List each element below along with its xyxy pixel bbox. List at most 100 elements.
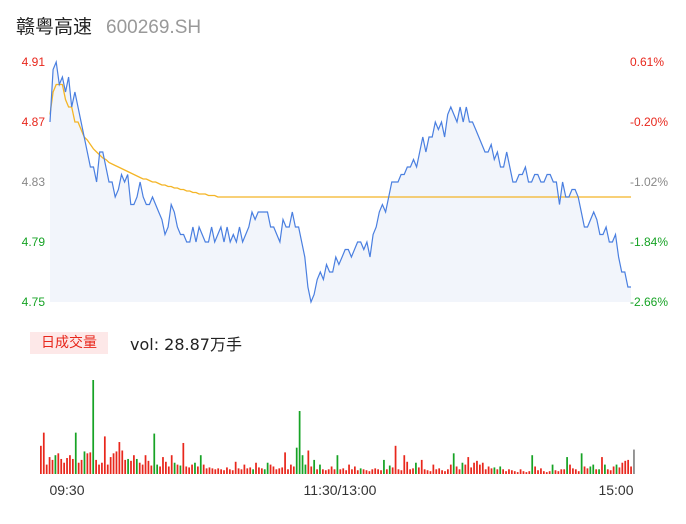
volume-bar [633, 449, 635, 474]
volume-bar [54, 455, 57, 474]
percent-tick-label: -0.20% [630, 115, 668, 129]
volume-bar [115, 451, 118, 474]
volume-bar [510, 470, 513, 474]
time-axis-labels: 09:30 11:30/13:00 15:00 [49, 482, 633, 498]
volume-bar [522, 471, 525, 474]
volume-bar [586, 468, 589, 474]
volume-bar [138, 462, 141, 474]
volume-bar [231, 470, 234, 474]
volume-bar [545, 472, 548, 474]
percent-tick-label: -1.02% [630, 175, 668, 189]
volume-bar [147, 460, 150, 474]
volume-bar [420, 459, 423, 474]
stock-header: 赣粤高速 600269.SH [16, 12, 201, 40]
volume-bar [51, 459, 54, 474]
volume-bar [388, 465, 391, 474]
volume-bar [80, 459, 83, 474]
stock-code: 600269.SH [106, 17, 202, 38]
volume-bar [353, 466, 356, 474]
volume-bar [441, 470, 443, 474]
volume-bar [228, 469, 231, 474]
volume-bar [130, 460, 132, 474]
volume-bar [74, 432, 77, 474]
volume-bar [223, 470, 225, 474]
volume-bar [339, 469, 342, 474]
volume-bar [368, 471, 371, 474]
volume-bar [630, 466, 632, 474]
price-axis-labels: 4.91 4.87 4.83 4.79 4.75 [22, 55, 46, 309]
volume-bar [435, 469, 438, 474]
volume-bar [191, 464, 193, 474]
price-series [49, 59, 631, 305]
volume-bar [255, 462, 257, 474]
volume-bar [124, 459, 127, 474]
volume-bar [624, 460, 627, 474]
volume-bar [359, 468, 362, 474]
volume-bar [234, 461, 237, 474]
volume-bar [330, 466, 333, 474]
volume-bar [412, 468, 414, 474]
volume-bar [324, 470, 327, 474]
volume-bar [383, 459, 385, 474]
volume-bar [176, 464, 179, 474]
volume-bar [615, 464, 618, 474]
volume-bar [490, 468, 493, 474]
volume-bar [165, 461, 167, 474]
volume-bar [77, 462, 80, 474]
volume-bar [371, 469, 374, 474]
volume-bar [528, 471, 531, 474]
volume-bar [298, 411, 301, 474]
volume-bar [452, 453, 455, 474]
volume-bar [394, 445, 397, 474]
time-tick-label: 11:30/13:00 [304, 482, 377, 498]
volume-bar [563, 469, 566, 474]
volume-bar [313, 459, 316, 474]
volume-bar [217, 468, 220, 474]
volume-bar [513, 471, 516, 474]
daily-volume-badge[interactable]: 日成交量 [30, 332, 108, 354]
price-tick-label: 4.75 [22, 295, 46, 309]
volume-bar [540, 468, 542, 474]
volume-bar [266, 462, 269, 474]
volume-bar [327, 469, 330, 474]
volume-bar [112, 453, 115, 474]
volume-bar [455, 466, 458, 474]
volume-bar [141, 464, 144, 474]
volume-bar [426, 470, 429, 474]
volume-bar [237, 468, 240, 474]
volume-bar [307, 450, 310, 474]
volume-bar [429, 471, 432, 474]
volume-bar [304, 464, 307, 474]
volume-bar [444, 471, 446, 474]
price-area [50, 62, 631, 302]
volume-bar [525, 472, 528, 474]
volume-bar [345, 470, 348, 474]
volume-bar [162, 457, 164, 474]
volume-bar [226, 467, 228, 474]
volume-bar [432, 464, 435, 474]
percent-tick-label: 0.61% [630, 55, 664, 69]
volume-bar [606, 469, 609, 474]
volume-bar [627, 459, 630, 474]
volume-bar [470, 467, 473, 474]
volume-bar [103, 436, 106, 474]
volume-bars [40, 380, 635, 474]
volume-bar [476, 460, 478, 474]
volume-bar [415, 462, 417, 474]
volume-bar [66, 458, 68, 474]
volume-bar [499, 466, 502, 474]
volume-bar [60, 458, 63, 474]
volume-bar [534, 466, 536, 474]
volume-bar [403, 455, 406, 474]
volume-bar [589, 466, 592, 474]
percent-tick-label: -1.84% [630, 235, 668, 249]
volume-bar [197, 466, 199, 474]
stock-name: 赣粤高速 [16, 16, 93, 38]
volume-bar [438, 468, 441, 474]
volume-bar [348, 464, 350, 474]
volume-bar [109, 457, 112, 474]
volume-bar [362, 469, 365, 474]
volume-bar [153, 433, 156, 474]
volume-bar [531, 455, 534, 474]
volume-bar [333, 469, 336, 474]
